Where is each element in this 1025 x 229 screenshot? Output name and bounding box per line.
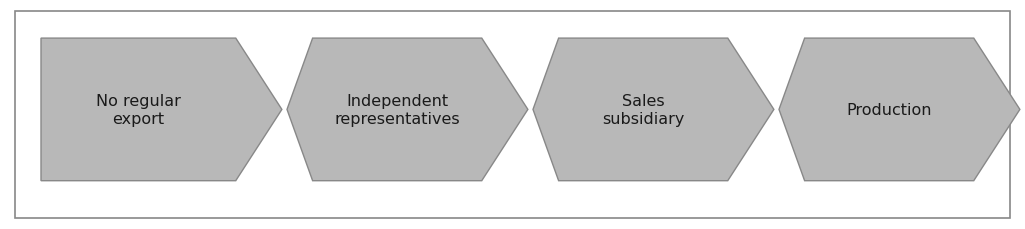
Polygon shape	[287, 39, 528, 181]
Text: No regular
export: No regular export	[96, 94, 180, 126]
Text: Independent
representatives: Independent representatives	[334, 94, 460, 126]
Polygon shape	[533, 39, 774, 181]
Polygon shape	[41, 39, 282, 181]
FancyBboxPatch shape	[15, 11, 1010, 218]
Text: Production: Production	[847, 102, 932, 117]
Polygon shape	[779, 39, 1020, 181]
Text: Sales
subsidiary: Sales subsidiary	[602, 94, 685, 126]
